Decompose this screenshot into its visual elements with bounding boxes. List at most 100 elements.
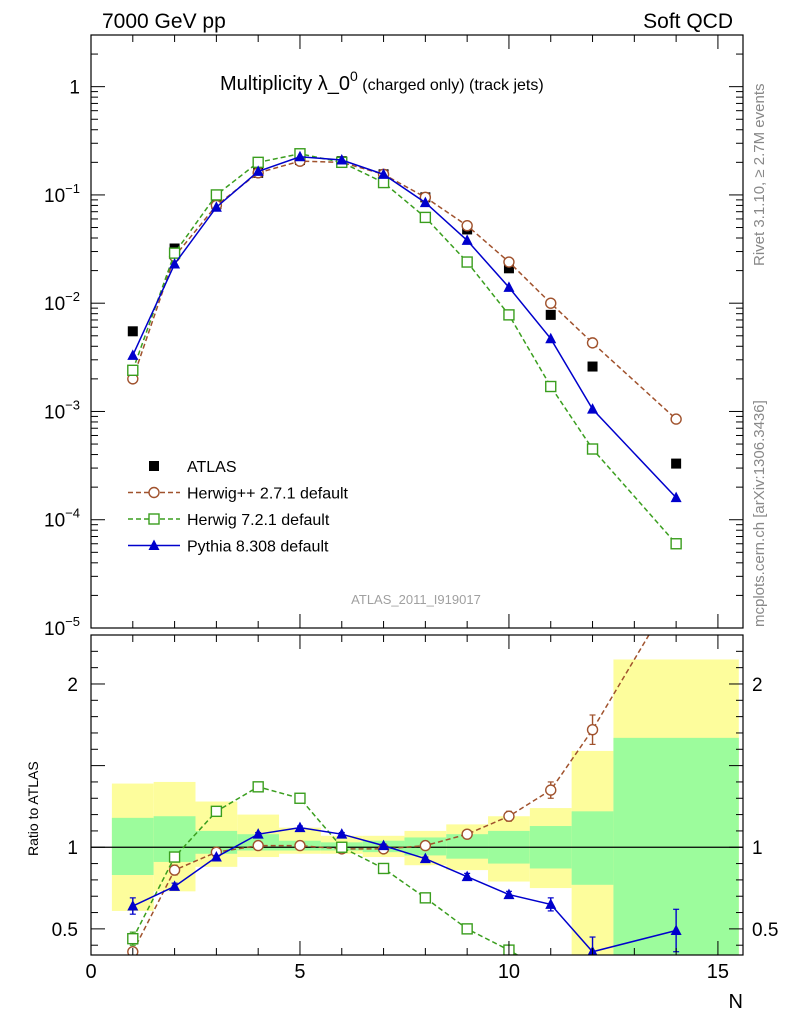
main-point-pythia-10 xyxy=(503,281,515,292)
main-point-pythia-7 xyxy=(378,168,390,179)
ratio-point-pythia-11 xyxy=(545,898,557,909)
ratio-point-pythia-5 xyxy=(294,821,306,833)
ratio-point-herwig7-9 xyxy=(461,923,473,935)
main-point-atlas-12 xyxy=(587,361,598,372)
main-series-pythia xyxy=(127,150,682,503)
x-tick-label-5: 5 xyxy=(294,961,305,983)
main-point-pythia-12 xyxy=(587,403,599,414)
main-ytick-base-4: 10 xyxy=(44,511,65,532)
rivet-version-label: Rivet 3.1.10, ≥ 2.7M events xyxy=(751,84,768,267)
legend: ATLAS Herwig++ 2.7.1 default Herwig 7.2.1 … xyxy=(128,459,349,556)
band-inner-2 xyxy=(195,830,238,854)
main-ytick-base-1: 10 xyxy=(44,186,65,207)
header-left-label: 7000 GeV pp xyxy=(102,10,226,33)
main-point-herwig7-7 xyxy=(377,176,390,189)
main-ytick-label-5: 10−5 xyxy=(44,614,80,640)
ratio-ytick-label-right-0: 0.5 xyxy=(752,920,778,941)
x-axis-label: N xyxy=(729,991,743,1013)
main-point-pythia-11 xyxy=(545,332,557,344)
main-point-pythia-4 xyxy=(252,165,264,176)
analysis-id-label: ATLAS_2011_I919017 xyxy=(351,592,481,607)
ratio-point-herwigpp-11 xyxy=(545,784,557,796)
ratio-point-pythia-7 xyxy=(378,839,390,851)
main-point-atlas-14 xyxy=(671,458,682,469)
ratio-point-herwigpp-9 xyxy=(461,828,473,840)
ratio-point-herwig7-2 xyxy=(168,851,181,863)
main-point-herwigpp-10 xyxy=(503,256,515,268)
main-ytick-label-4: 10−4 xyxy=(44,506,80,532)
main-ytick-label-0: 1 xyxy=(69,78,80,99)
main-point-herwig7-10 xyxy=(503,309,515,321)
main-point-pythia-14 xyxy=(670,491,682,503)
main-point-herwig7-11 xyxy=(545,380,557,393)
plot-title: Multiplicity λ_00 (charged only) (track … xyxy=(220,68,544,95)
ratio-ytick-label-left-1: 1 xyxy=(67,838,78,859)
ratio-point-herwig7-11 xyxy=(546,970,556,980)
main-point-pythia-2 xyxy=(169,258,181,269)
ratio-point-herwig7-4 xyxy=(252,781,264,793)
main-ytick-label-2: 10−2 xyxy=(44,289,80,315)
band-inner-0 xyxy=(111,817,154,875)
main-ytick-exp-4: −4 xyxy=(65,506,80,521)
main-point-herwig7-2 xyxy=(168,247,181,259)
main-point-herwig7-12 xyxy=(586,443,599,455)
main-point-atlas-10 xyxy=(503,263,514,274)
ratio-point-pythia-10 xyxy=(503,888,515,900)
ratio-point-pythia-14 xyxy=(670,924,682,936)
ratio-ytick-label-right-1: 1 xyxy=(752,838,763,859)
x-tick-label-15: 15 xyxy=(707,961,729,983)
legend-label-herwigpp: Herwig++ 2.7.1 default xyxy=(187,486,349,503)
ratio-point-herwig7-14 xyxy=(671,976,681,986)
legend-marker-pythia xyxy=(148,539,160,550)
ratio-point-herwigpp-8 xyxy=(419,839,432,852)
main-ytick-exp-5: −5 xyxy=(65,614,80,629)
legend-marker-atlas xyxy=(149,461,159,471)
legend-marker-herwigpp xyxy=(148,486,160,499)
legend-label-atlas: ATLAS xyxy=(187,459,237,476)
main-ytick-exp-2: −2 xyxy=(65,289,80,304)
main-point-atlas-11 xyxy=(545,309,556,320)
main-point-herwigpp-14 xyxy=(670,413,682,425)
main-point-pythia-6 xyxy=(336,154,348,165)
main-series-herwig7 xyxy=(127,148,682,550)
plot-title-sup: 0 xyxy=(350,68,358,84)
main-point-herwig7-9 xyxy=(461,256,473,268)
ratio-plot-frame xyxy=(90,634,744,956)
ratio-series-pythia xyxy=(127,821,682,955)
main-point-pythia-5 xyxy=(294,150,306,162)
ratio-point-pythia-8 xyxy=(419,852,431,864)
ratio-point-pythia-1 xyxy=(127,900,139,911)
main-point-herwigpp-11 xyxy=(545,297,557,309)
ratio-point-herwig7-3 xyxy=(210,805,223,818)
band-inner-11 xyxy=(571,811,614,885)
ratio-point-herwigpp-4 xyxy=(252,839,264,852)
ratio-point-herwigpp-5 xyxy=(294,839,306,852)
ratio-axis-label: Ratio to ATLAS xyxy=(25,761,41,856)
legend-label-herwig7: Herwig 7.2.1 default xyxy=(187,512,330,529)
ratio-point-herwig7-1 xyxy=(127,932,139,945)
main-point-herwig7-14 xyxy=(670,538,682,550)
main-point-herwigpp-9 xyxy=(461,219,473,232)
ratio-point-herwig7-8 xyxy=(419,892,432,904)
main-point-pythia-8 xyxy=(419,196,431,208)
ratio-point-herwig7-12 xyxy=(588,978,598,988)
legend-marker-herwig7 xyxy=(148,513,160,525)
main-point-pythia-3 xyxy=(210,201,222,212)
ratio-ytick-label-right-2: 2 xyxy=(752,675,763,696)
ratio-point-herwigpp-12 xyxy=(586,723,599,736)
main-point-pythia-1 xyxy=(127,349,139,360)
ratio-ytick-label-left-2: 2 xyxy=(67,675,78,696)
ratio-point-herwigpp-2 xyxy=(168,864,181,876)
main-ytick-exp-1: −1 xyxy=(65,181,80,196)
main-plot-frame xyxy=(90,34,744,629)
main-ytick-exp-3: −3 xyxy=(65,397,80,412)
ratio-point-herwig7-5 xyxy=(294,792,306,804)
main-ytick-base-3: 10 xyxy=(44,402,65,423)
ratio-point-pythia-6 xyxy=(336,828,348,839)
ratio-point-pythia-4 xyxy=(252,828,264,839)
main-point-herwig7-1 xyxy=(127,364,139,376)
main-ytick-label-3: 10−3 xyxy=(44,397,80,423)
header-right-label: Soft QCD xyxy=(643,10,733,33)
